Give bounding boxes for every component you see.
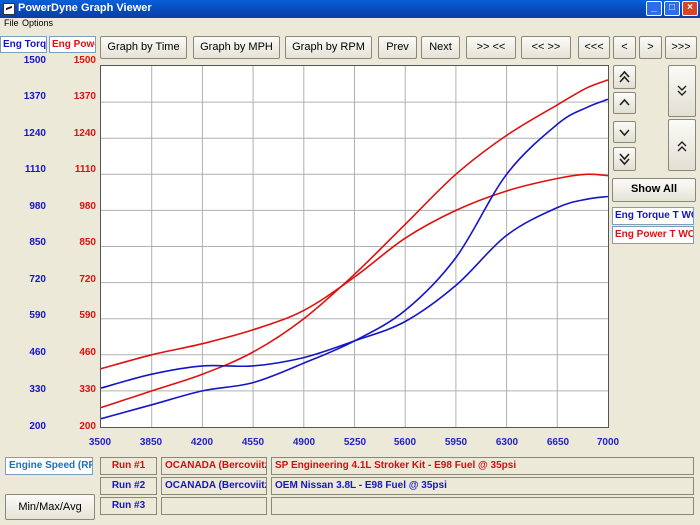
run-customer: OCANADA (Bercoviitz)	[161, 477, 267, 495]
left-tick: 1240	[23, 128, 46, 139]
prev-button[interactable]: Prev	[378, 36, 417, 59]
right-tick: 980	[79, 201, 96, 212]
x-tick: 4900	[292, 437, 316, 448]
collapse-vertical-icon	[677, 141, 687, 152]
x-tick: 7000	[596, 437, 620, 448]
chevron-down-icon	[619, 129, 630, 137]
double-chevron-down-icon	[619, 153, 630, 166]
right-tick: 590	[79, 310, 96, 321]
window-title: PowerDyne Graph Viewer	[18, 2, 152, 14]
x-tick: 4200	[190, 437, 214, 448]
scroll-up-button[interactable]	[613, 92, 636, 114]
graph-by-rpm-button[interactable]: Graph by RPM	[285, 36, 372, 59]
x-tick: 5250	[343, 437, 367, 448]
scroll-first-button[interactable]: <<<	[578, 36, 610, 59]
zoom-in-button[interactable]: >> <<	[466, 36, 516, 59]
line-chart[interactable]	[100, 66, 609, 427]
graph-by-mph-button[interactable]: Graph by MPH	[193, 36, 280, 59]
x-tick: 6300	[495, 437, 519, 448]
series-line-4	[100, 98, 609, 420]
compress-range-button[interactable]	[668, 119, 696, 171]
menu-bar: File Options	[0, 18, 700, 30]
run-label: Run #3	[100, 497, 157, 515]
left-tick: 980	[29, 201, 46, 212]
close-button[interactable]: ×	[682, 1, 698, 16]
left-tick: 590	[29, 310, 46, 321]
x-tick: 5950	[444, 437, 468, 448]
left-tick: 200	[29, 421, 46, 432]
right-tick: 200	[79, 421, 96, 432]
min-max-avg-button[interactable]: Min/Max/Avg	[5, 494, 95, 520]
menu-options[interactable]: Options	[22, 18, 54, 28]
legend-torque[interactable]: Eng Torque T WC	[612, 207, 694, 225]
next-button[interactable]: Next	[421, 36, 460, 59]
run-description	[271, 497, 694, 515]
right-tick: 1500	[73, 55, 96, 66]
maximize-button[interactable]: □	[664, 1, 680, 16]
x-tick: 3500	[88, 437, 112, 448]
scroll-down-button[interactable]	[613, 121, 636, 143]
right-tick: 330	[79, 384, 96, 395]
expand-range-button[interactable]	[668, 65, 696, 117]
show-all-button[interactable]: Show All	[612, 178, 696, 202]
double-chevron-up-icon	[619, 70, 630, 83]
left-tick: 850	[29, 237, 46, 248]
x-axis-label[interactable]: Engine Speed (RPM)	[5, 457, 93, 475]
series-line-2	[100, 79, 609, 409]
left-tick: 330	[29, 384, 46, 395]
right-tick: 1240	[73, 128, 96, 139]
right-tick: 850	[79, 237, 96, 248]
right-tick: 1370	[73, 91, 96, 102]
run-label: Run #1	[100, 457, 157, 475]
right-tick: 460	[79, 347, 96, 358]
left-tick: 1370	[23, 91, 46, 102]
run-customer: OCANADA (Bercoviitz)	[161, 457, 267, 475]
left-tick: 1500	[23, 55, 46, 66]
scroll-right-button[interactable]: >	[639, 36, 662, 59]
run-description: OEM Nissan 3.8L - E98 Fuel @ 35psi	[271, 477, 694, 495]
scroll-last-button[interactable]: >>>	[665, 36, 697, 59]
scroll-up-fast-button[interactable]	[613, 65, 636, 89]
scroll-left-button[interactable]: <	[613, 36, 636, 59]
graph-by-time-button[interactable]: Graph by Time	[100, 36, 187, 59]
left-tick: 1110	[24, 164, 46, 175]
left-tick: 720	[29, 274, 46, 285]
x-tick: 6650	[546, 437, 570, 448]
title-bar: PowerDyne Graph Viewer _ □ ×	[0, 0, 700, 18]
zoom-out-button[interactable]: << >>	[521, 36, 571, 59]
right-axis-header[interactable]: Eng Power	[49, 36, 96, 53]
minimize-button[interactable]: _	[646, 1, 662, 16]
series-line-1	[100, 173, 609, 370]
right-tick: 1110	[74, 164, 96, 175]
menu-file[interactable]: File	[4, 18, 19, 28]
series-line-3	[100, 195, 609, 389]
app-icon	[3, 3, 15, 15]
right-tick: 720	[79, 274, 96, 285]
scroll-down-fast-button[interactable]	[613, 147, 636, 171]
run-customer	[161, 497, 267, 515]
x-tick: 5600	[393, 437, 417, 448]
run-description: SP Engineering 4.1L Stroker Kit - E98 Fu…	[271, 457, 694, 475]
plot-area[interactable]	[100, 65, 609, 428]
left-axis-header[interactable]: Eng Torq	[0, 36, 47, 53]
chevron-up-icon	[619, 98, 630, 106]
expand-vertical-icon	[677, 85, 687, 96]
x-tick: 4550	[241, 437, 265, 448]
left-tick: 460	[29, 347, 46, 358]
legend-power[interactable]: Eng Power T WC	[612, 226, 694, 244]
x-tick: 3850	[139, 437, 163, 448]
run-label: Run #2	[100, 477, 157, 495]
